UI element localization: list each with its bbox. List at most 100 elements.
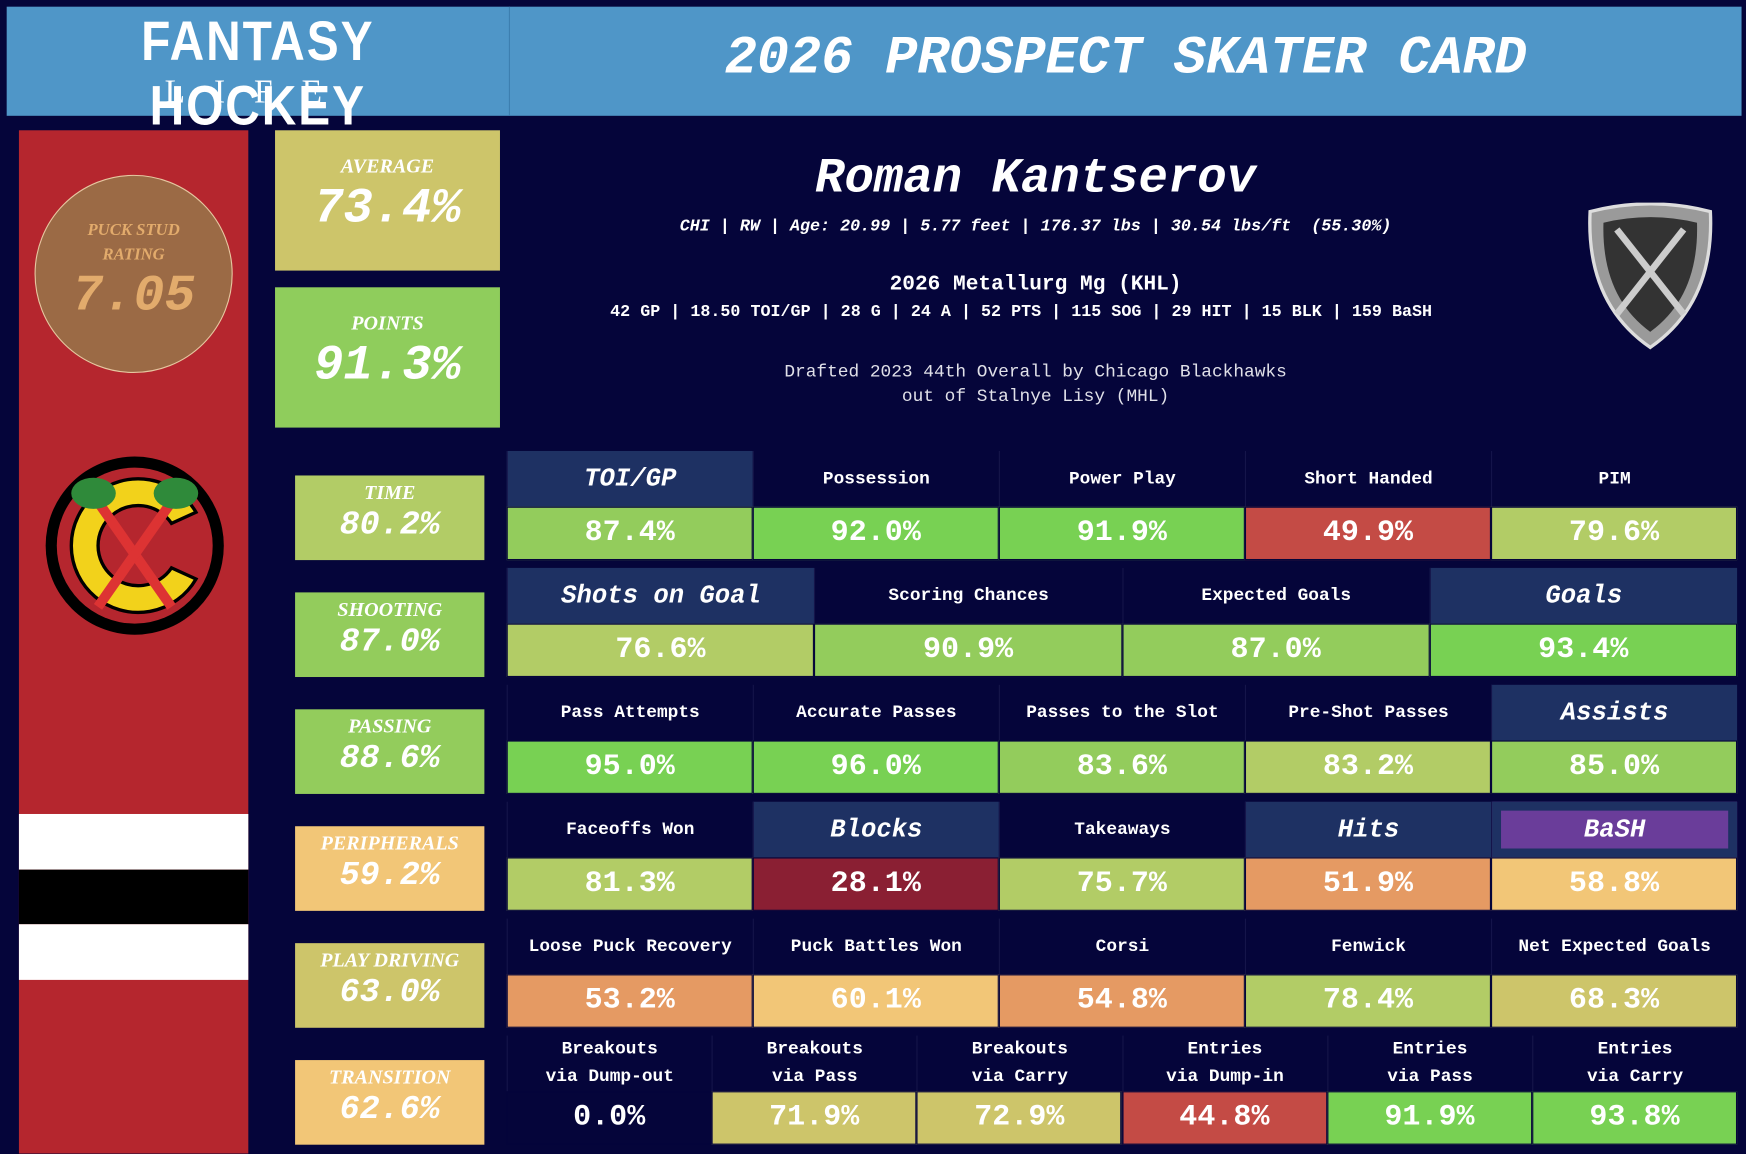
category-value: 87.0%: [339, 623, 440, 662]
summary-label: POINTS: [351, 311, 424, 335]
metric-value: 76.6%: [506, 623, 815, 678]
summary-value: 91.3%: [313, 338, 462, 395]
metric-name: Loose Puck Recovery: [506, 918, 753, 975]
metric-value: 44.8%: [1121, 1091, 1327, 1145]
season-stats: 42 GP | 18.50 TOI/GP | 28 G | 24 A | 52 …: [610, 302, 1433, 322]
season-team: 2026 Metallurg Mg (KHL): [889, 271, 1182, 297]
metric-value: 71.9%: [711, 1091, 917, 1145]
logo-feather: [71, 477, 116, 509]
metric-value: 96.0%: [752, 740, 999, 794]
logo-line1: FANTASY HOCKEY: [141, 10, 375, 137]
summary-box: [275, 130, 500, 271]
summary-label: AVERAGE: [340, 154, 435, 178]
metric-name: Shots on Goal: [506, 567, 815, 624]
metric-value: 0.0%: [506, 1091, 712, 1145]
category-label: PERIPHERALS: [320, 831, 459, 855]
metric-name: Blocks: [752, 801, 999, 858]
metric-value: 93.8%: [1532, 1091, 1738, 1145]
metric-value: 75.7%: [998, 857, 1245, 911]
summary-box: [275, 287, 500, 428]
metric-name: Power Play: [998, 450, 1245, 507]
metric-value: 92.0%: [752, 506, 999, 561]
category-box: [295, 709, 485, 794]
metric-name: Faceoffs Won: [506, 801, 753, 858]
metric-name: Corsi: [998, 918, 1245, 975]
card-title: 2026 PROSPECT SKATER CARD: [724, 28, 1527, 90]
metric-value: 28.1%: [752, 857, 999, 911]
metric-name: Pass Attempts: [506, 684, 753, 741]
category-value: 88.6%: [339, 740, 440, 779]
category-box: [295, 943, 485, 1028]
metric-value: 51.9%: [1244, 857, 1492, 911]
metric-value: 60.1%: [752, 974, 999, 1028]
metric-value: 83.2%: [1244, 740, 1492, 794]
metric-value: 91.9%: [998, 506, 1245, 561]
metric-name: Fenwick: [1244, 918, 1491, 975]
metric-name: Short Handed: [1244, 450, 1491, 507]
metric-name: Expected Goals: [1121, 567, 1430, 624]
metric-value: 85.0%: [1491, 740, 1738, 794]
metric-name: Assists: [1491, 684, 1738, 741]
league-logo: [1588, 202, 1713, 350]
metric-value: 90.9%: [814, 623, 1122, 678]
metric-name: BaSH: [1491, 801, 1738, 858]
player-name: Roman Kantserov: [815, 151, 1257, 208]
metric-name: Hits: [1244, 801, 1492, 858]
metric-value: 83.6%: [998, 740, 1245, 794]
category-box: [295, 592, 485, 678]
category-value: 63.0%: [339, 974, 440, 1013]
logo-line2: LIFE: [164, 73, 351, 111]
header-divider: [508, 6, 510, 116]
metric-value: 68.3%: [1491, 974, 1738, 1028]
metric-value: 53.2%: [506, 974, 753, 1028]
category-box: [295, 826, 485, 911]
metric-value: 58.8%: [1491, 857, 1738, 911]
metric-value: 87.0%: [1121, 623, 1430, 678]
metric-name: Goals: [1429, 567, 1738, 624]
stripe-white: [18, 924, 249, 980]
metric-value: 72.9%: [916, 1091, 1122, 1145]
draft-info: out of Stalnye Lisy (MHL): [901, 386, 1170, 407]
category-value: 80.2%: [339, 506, 440, 545]
rating-circle: [34, 174, 233, 374]
team-logo: [45, 456, 224, 635]
metric-name: Entries via Dump-in: [1121, 1035, 1327, 1092]
shield-cross: [1614, 227, 1687, 317]
metric-value: 87.4%: [506, 506, 753, 561]
logo-stick: [93, 492, 181, 610]
metric-name: Accurate Passes: [752, 684, 999, 741]
metric-value: 81.3%: [506, 857, 753, 911]
category-value: 62.6%: [339, 1091, 440, 1130]
draft-info: Drafted 2023 44th Overall by Chicago Bla…: [784, 361, 1287, 382]
player-bio: CHI | RW | Age: 20.99 | 5.77 feet | 176.…: [679, 217, 1392, 237]
metric-value: 49.9%: [1244, 506, 1492, 561]
metric-name: Breakouts via Carry: [916, 1035, 1122, 1092]
metric-name: Passes to the Slot: [998, 684, 1245, 741]
stripe-white: [18, 813, 249, 870]
metric-name: Takeaways: [998, 801, 1245, 858]
category-label: PLAY DRIVING: [320, 948, 460, 971]
metric-name: PIM: [1491, 450, 1737, 507]
metric-name: Breakouts via Dump-out: [506, 1035, 712, 1092]
category-label: TRANSITION: [329, 1065, 451, 1088]
rating-value: 7.05: [72, 267, 196, 326]
category-label: SHOOTING: [337, 597, 443, 621]
metric-value: 54.8%: [998, 974, 1245, 1028]
metric-name: Entries via Pass: [1326, 1035, 1532, 1092]
metric-value: 91.9%: [1326, 1091, 1532, 1145]
category-box: [295, 1060, 485, 1145]
metric-name: Puck Battles Won: [752, 918, 999, 975]
category-label: PASSING: [348, 714, 432, 738]
category-box: [295, 475, 485, 561]
category-label: TIME: [364, 481, 416, 504]
rating-label: PUCK STUD RATING: [87, 221, 180, 264]
metric-name: Scoring Chances: [814, 567, 1122, 624]
metric-name: Entries via Carry: [1532, 1035, 1737, 1092]
metric-value: 95.0%: [506, 740, 753, 794]
metric-name: Possession: [752, 450, 999, 507]
logo-feather: [153, 477, 199, 509]
metric-value: 79.6%: [1491, 506, 1738, 561]
metric-value: 93.4%: [1429, 623, 1738, 678]
category-value: 59.2%: [339, 857, 440, 896]
